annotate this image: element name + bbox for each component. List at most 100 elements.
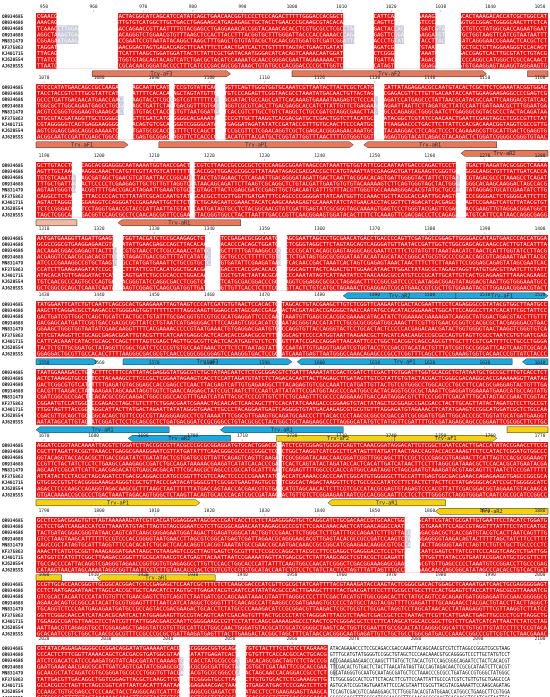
residue-row: CCGTTCTACTATCTCCTCTGAAGCCAAAGAGCCGATCTGC… <box>37 462 547 468</box>
residue-row: ACGTCCGGGTGGGAAGTGAAAGCAGTAGGTGTACCTACCC… <box>37 110 547 116</box>
sequence-name: OR934688 <box>2 103 24 109</box>
residue-row: TGTGTCAAATATAAGCGATAGCTGAACGTCATAATTACCC… <box>37 175 547 181</box>
ruler-label: 1440 <box>94 292 105 298</box>
sequence-name: AJ620555 <box>2 567 24 573</box>
primer-arrow <box>342 292 457 300</box>
sequence-name: MN831479 <box>2 671 24 677</box>
sequence-name: OR934686 <box>2 658 24 664</box>
sequence-name: MN831479 <box>2 39 24 45</box>
alignment-block: 950 960 970 980 990 1000 1010 1020 1030 1040 1050 O… <box>2 4 549 78</box>
ruler-label: 1330 <box>149 226 160 232</box>
variable-column <box>112 235 124 291</box>
primer-arrow <box>296 358 513 366</box>
ruler-label: 1590 <box>259 360 270 366</box>
ruler-label: 1830 <box>259 508 270 514</box>
primer-arrow <box>363 141 498 149</box>
alignment-block: 1900 1910 1920 1930 1940 1950 1960 1970 1980 1990… <box>2 572 548 638</box>
residue-row: GTTCGTAAGGTTCTGCAGCGAGACGGATTGTACGTTTCAT… <box>37 333 547 339</box>
sequence-name: OR934685 <box>2 85 24 91</box>
residue-row: CCCACTCTTTCGGTTAAAACAGCTCACGACGTGATGGCGT… <box>37 652 327 658</box>
sequence-name: KJ401715 <box>2 555 24 561</box>
ruler-label: 2050 <box>225 636 236 642</box>
ruler-label: 1070 <box>39 75 50 81</box>
sequence-name: KJ620554 <box>2 279 24 285</box>
partial-column <box>72 174 76 193</box>
ruler-label: 2060 <box>287 636 298 642</box>
residue-row: AAACTTCATGTGCGGTTAAAGAGGATGAATAAGCTGTAAG… <box>37 549 547 555</box>
sequence-name: OR934688 <box>2 664 24 670</box>
residue-row: CATTCACAAATCATACTGCAGCTCAGCTTTTAGTCGAGCT… <box>37 339 547 345</box>
residue-row: AGCAATCCGCATTCATTCAACGAGACATGTGAGCACGACA… <box>37 468 547 474</box>
residue-row: CGTAGGGGGTCAGTGAGGAAGGGGATCAACAGTGTCGCAT… <box>37 122 547 128</box>
variable-column <box>71 162 83 218</box>
residue-row: GCTCCTGATCAAGACCATCGTTAAATATGTACTTAGTGTA… <box>37 524 547 530</box>
ruler-label: 1870 <box>479 508 490 514</box>
primer-label: Trv-aP1 <box>107 501 129 507</box>
sequence-name: MN831479 <box>2 395 24 401</box>
ruler-label: 1910 <box>88 572 99 578</box>
ruler-label: 1850 <box>369 508 380 514</box>
sequence-name: KJ401715 <box>2 480 24 486</box>
primer-label: Trv-aF1 <box>71 143 93 149</box>
residue-row: TTAATCTCTACCGGTCAACGCCCTCGCACAACGGGATACC… <box>37 64 547 70</box>
sequence-name: KJ401715 <box>2 683 24 689</box>
sequence-name: KF375863 <box>2 333 24 339</box>
ruler-label: 1860 <box>424 508 435 514</box>
residue-row: GAATGAAACAACGAGCGCATTGATCAGTCGATATCGGAGC… <box>37 665 327 671</box>
sequence-name: OR934685 <box>2 236 24 242</box>
primer-arrow <box>35 358 98 366</box>
partial-column <box>56 25 79 44</box>
primer-label: Trv-aR2 <box>494 151 516 157</box>
ruler-label: 2090 <box>473 636 484 642</box>
ruler-label: 1550 <box>39 360 50 366</box>
primer-label: Trv-aR1 <box>376 501 398 507</box>
residue-row: CGGAGAATGAAGACCTGGTCCAAACCGAATCCGTAATATA… <box>37 39 547 45</box>
residue-row: CTGCGTACGATAGGTTGCTCGGGCCGAAGTTCGATCATGG… <box>37 116 547 122</box>
residue-row: GGAAGCTGGGTGGTAATATCGAACAAGGTTTTCACGAAAA… <box>37 327 547 333</box>
conserved-region <box>36 517 548 573</box>
ruler-label: 1210 <box>149 153 160 159</box>
primer-arrow <box>455 292 549 300</box>
residue-row: ATTATACTCCTACGCTAGCAGATCCTGACGCAGGACCCAT… <box>37 474 547 480</box>
partial-column <box>87 381 90 400</box>
primer-arrow <box>460 150 549 157</box>
conserved-region <box>36 369 548 425</box>
primer-label: Trv-aR2 <box>168 436 190 442</box>
ruler-label: 1360 <box>314 226 325 232</box>
sequence-name: MN831479 <box>2 607 24 613</box>
ruler-label: 1280 <box>535 153 546 159</box>
ruler-label: 1340 <box>204 226 215 232</box>
alignment-block: 1430 1440 1450 1460 1470 1480 1490 1500 1510 1520… <box>2 292 549 366</box>
partial-column <box>394 25 404 44</box>
sequence-name: OR934686 <box>2 652 24 658</box>
ruler-label: 1390 <box>479 226 490 232</box>
partial-column <box>277 247 281 266</box>
partial-column <box>205 247 211 266</box>
residue-row: AGTAATGGGTGACACGGTTTTGACCGACATAGAATTGAAA… <box>37 188 547 194</box>
ruler-label: 1690 <box>138 433 149 439</box>
residue-row: GGTTCGGGCAACCATCATACACGCAATCACTATGGAGAAG… <box>37 613 547 619</box>
ruler-label: 1090 <box>149 75 160 81</box>
ruler-label: 1790 <box>39 508 50 514</box>
ruler-label: 1510 <box>479 292 490 298</box>
ruler-label: 2080 <box>411 636 422 642</box>
sequence-name: AJ620555 <box>2 212 24 218</box>
sequence-name: OR934686 <box>2 169 24 175</box>
residue-row: CTCCCATATGAACAGCCGCCAAGATCTAAGCAATTCAATC… <box>37 85 547 91</box>
variable-column <box>373 84 385 140</box>
residue-row: TAATGGAAAGACCTGTACTTTCTTTCCATTATACGAGGGT… <box>37 370 547 376</box>
residue-row: AGTACTAGGGTCAGGAAGGTCCAGGGATCCGAGAAATTGC… <box>37 200 547 206</box>
ruler-label: 1220 <box>204 153 215 159</box>
ruler-label: 1270 <box>479 153 490 159</box>
primer-label: Trv-aR2 <box>389 294 411 300</box>
residue-row: GCTCGGCGCAGCTCAAATCAATACAAAGTCGGAGTCAAGC… <box>37 286 547 292</box>
residue-row: CCGTTGCACCAACGGGTTGCGGCACGGACTCTCCGAGAGC… <box>37 582 547 588</box>
primer-label: Trv-aR1 <box>419 143 441 149</box>
primer-arrow <box>527 70 549 78</box>
ruler-label: 1740 <box>386 433 397 439</box>
residue-row: CCTCGGGATTTTCTAGTAAAAAAGAAACTTCCCTAATTCT… <box>37 696 327 697</box>
residue-row: GCCACGCCCTAGTTCTAGCCGGTCATTAATCACATTTAAT… <box>37 683 327 689</box>
ruler-label: 1000 <box>287 4 298 10</box>
ruler-label: 1620 <box>424 360 435 366</box>
ruler-label: 1320 <box>94 226 105 232</box>
